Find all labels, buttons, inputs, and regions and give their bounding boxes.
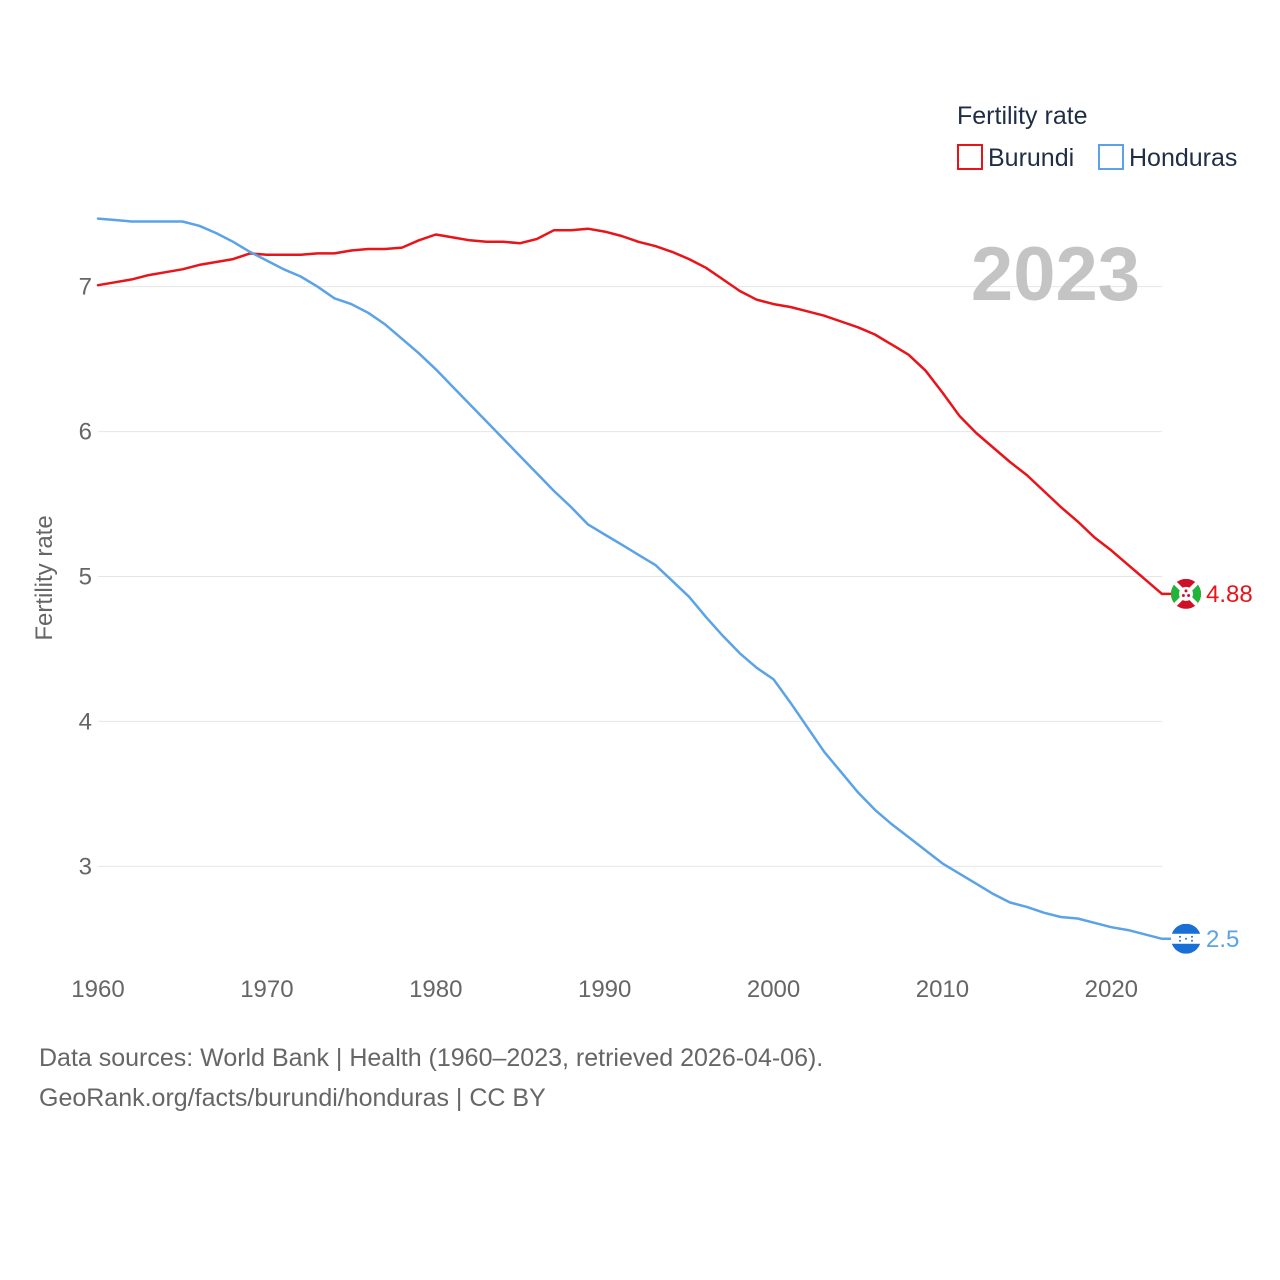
x-tick-label-1990: 1990 <box>578 976 631 1003</box>
x-tick-label-2010: 2010 <box>916 976 969 1003</box>
x-tick-label-2000: 2000 <box>747 976 800 1003</box>
grid-lines <box>98 286 1162 867</box>
legend-swatch-burundi <box>957 144 983 170</box>
footer-credit-link[interactable]: GeoRank.org/facts/burundi/honduras | CC … <box>39 1084 546 1112</box>
legend-item-honduras[interactable]: Honduras <box>1098 144 1237 172</box>
legend: Fertility rate Burundi Honduras <box>957 102 1237 172</box>
legend-label-honduras: Honduras <box>1129 144 1237 172</box>
series-line-honduras[interactable] <box>96 217 1164 941</box>
legend-swatch-honduras <box>1098 144 1124 170</box>
y-tick-label-3: 3 <box>79 853 92 880</box>
legend-label-burundi: Burundi <box>988 144 1074 172</box>
y-tick-label-6: 6 <box>79 419 92 446</box>
year-label: 2023 <box>971 232 1140 317</box>
y-tick-label-4: 4 <box>79 708 92 735</box>
end-value-label-burundi: 4.88 <box>1206 581 1253 608</box>
legend-title: Fertility rate <box>957 102 1088 130</box>
x-tick-label-1960: 1960 <box>71 976 124 1003</box>
y-tick-label-7: 7 <box>79 274 92 301</box>
x-axis-ticks: 1960 1970 1980 1990 2000 2010 2020 <box>71 976 1138 1003</box>
legend-item-burundi[interactable]: Burundi <box>957 144 1074 172</box>
y-axis-ticks: 3 4 5 6 7 <box>79 274 92 881</box>
y-tick-label-5: 5 <box>79 564 92 591</box>
x-tick-label-1980: 1980 <box>409 976 462 1003</box>
y-axis-title: Fertility rate <box>31 515 58 640</box>
end-value-label-honduras: 2.5 <box>1206 926 1239 953</box>
series-line-burundi[interactable] <box>96 227 1164 596</box>
x-tick-label-2020: 2020 <box>1085 976 1138 1003</box>
end-markers: 4.88 2.5 <box>1162 578 1253 954</box>
series-lines <box>96 217 1164 941</box>
x-tick-label-1970: 1970 <box>240 976 293 1003</box>
honduras-flag-icon <box>1171 923 1201 954</box>
burundi-flag-icon <box>1171 578 1201 609</box>
footer-sources: Data sources: World Bank | Health (1960–… <box>39 1044 824 1072</box>
